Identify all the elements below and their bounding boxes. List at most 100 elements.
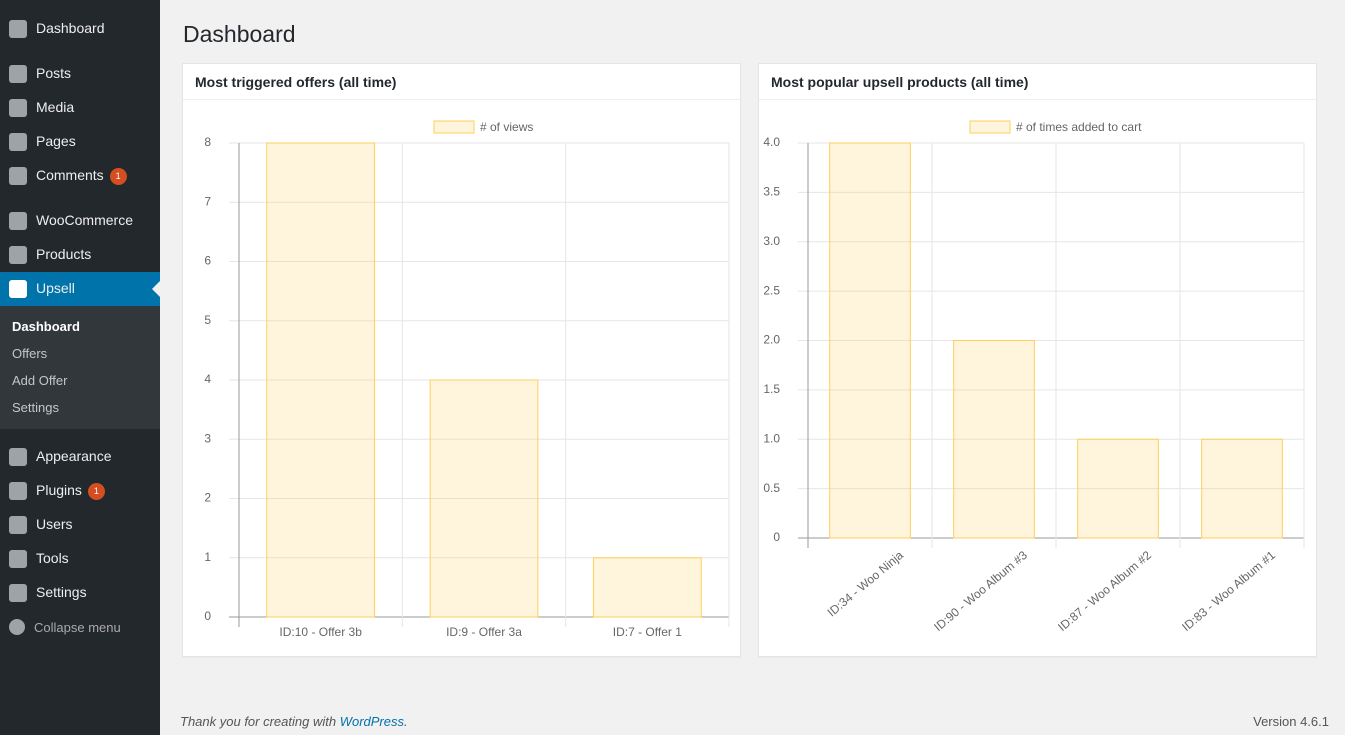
menu-label-text: Posts xyxy=(36,65,72,81)
x-tick-label: ID:83 - Woo Album #1 xyxy=(1179,548,1278,634)
bar xyxy=(953,340,1035,539)
legend-label: # of times added to cart xyxy=(1016,120,1142,134)
y-tick-label: 5 xyxy=(204,313,211,327)
x-tick-label: ID:10 - Offer 3b xyxy=(279,625,362,639)
menu-item[interactable]: Products xyxy=(0,238,160,272)
menu-icon xyxy=(9,65,27,83)
panel-title: Most popular upsell products (all time) xyxy=(759,64,1316,100)
footer-link[interactable]: WordPress xyxy=(339,714,404,729)
y-tick-label: 1.5 xyxy=(763,382,780,396)
x-tick-label: ID:87 - Woo Album #2 xyxy=(1055,548,1154,634)
menu-label-text: Plugins xyxy=(36,482,82,498)
menu-item[interactable]: Pages xyxy=(0,125,160,159)
x-tick-label: ID:90 - Woo Album #3 xyxy=(931,548,1030,634)
menu-item[interactable]: Plugins 1 xyxy=(0,474,160,508)
menu-item[interactable]: Appearance xyxy=(0,440,160,474)
menu-icon xyxy=(9,167,27,185)
menu-label-text: Tools xyxy=(36,550,69,566)
x-tick-label: ID:34 - Woo Ninja xyxy=(825,548,907,620)
menu-item[interactable]: Dashboard xyxy=(0,12,160,46)
y-tick-label: 3.5 xyxy=(763,185,780,199)
menu-item[interactable]: Users xyxy=(0,508,160,542)
y-tick-label: 2.0 xyxy=(763,333,780,347)
menu-label: Appearance xyxy=(36,448,112,464)
y-tick-label: 4.0 xyxy=(763,135,780,149)
y-tick-label: 3 xyxy=(204,431,211,445)
y-tick-label: 0.5 xyxy=(763,481,780,495)
menu-icon xyxy=(9,280,27,298)
bar xyxy=(592,557,702,618)
menu-item[interactable]: Posts xyxy=(0,57,160,91)
menu-label: Media xyxy=(36,99,74,115)
menu-icon xyxy=(9,246,27,264)
footer-thanks: Thank you for creating with xyxy=(180,714,337,729)
menu-icon xyxy=(9,482,27,500)
submenu-item[interactable]: Offers xyxy=(12,346,48,361)
footer-version: Version 4.6.1 xyxy=(1253,714,1329,729)
menu-label-text: Appearance xyxy=(36,448,112,464)
menu-label: Tools xyxy=(36,550,69,566)
menu-icon xyxy=(9,133,27,151)
menu-icon xyxy=(9,550,27,568)
admin-sidebar: Dashboard Offers Add Offer Settings Collaps… xyxy=(0,0,160,735)
menu-item[interactable]: Tools xyxy=(0,542,160,576)
bar xyxy=(266,142,376,618)
collapse-menu[interactable]: Collapse menu xyxy=(34,620,121,635)
menu-icon xyxy=(9,212,27,230)
bar xyxy=(429,379,539,618)
menu-icon xyxy=(9,584,27,602)
y-tick-label: 1.0 xyxy=(763,431,780,445)
y-tick-label: 8 xyxy=(204,135,211,149)
y-tick-label: 1 xyxy=(204,550,211,564)
y-tick-label: 0 xyxy=(773,530,780,544)
y-tick-label: 2.5 xyxy=(763,283,780,297)
menu-item[interactable]: Settings xyxy=(0,576,160,610)
menu-item[interactable]: Upsell xyxy=(0,272,160,306)
menu-label: Settings xyxy=(36,584,87,600)
panel-title: Most triggered offers (all time) xyxy=(183,64,740,100)
chart-panel: Most popular upsell products (all time) … xyxy=(758,63,1317,657)
menu-item[interactable]: WooCommerce xyxy=(0,204,160,238)
menu-label-text: Pages xyxy=(36,133,76,149)
legend-label: # of views xyxy=(480,120,533,134)
bar xyxy=(1201,438,1283,539)
menu-label: Comments 1 xyxy=(36,167,127,185)
y-tick-label: 0 xyxy=(204,609,211,623)
menu-label-text: Dashboard xyxy=(36,20,105,36)
submenu-item[interactable]: Dashboard xyxy=(12,319,80,334)
menu-label-text: Media xyxy=(36,99,75,115)
menu-item[interactable]: Media xyxy=(0,91,160,125)
menu-label: Products xyxy=(36,246,91,262)
legend-swatch xyxy=(433,120,475,134)
notification-badge: 1 xyxy=(109,168,127,185)
menu-label: Plugins 1 xyxy=(36,482,105,500)
menu-icon xyxy=(9,99,27,117)
menu-icon xyxy=(9,20,27,38)
submenu-item[interactable]: Add Offer xyxy=(12,373,68,388)
menu-label-text: Comments xyxy=(36,167,104,183)
bar xyxy=(1077,438,1159,539)
menu-label-text: Upsell xyxy=(36,280,75,296)
page-title: Dashboard xyxy=(183,21,296,47)
menu-item[interactable]: Comments 1 xyxy=(0,159,160,193)
y-tick-label: 4 xyxy=(204,372,211,386)
chart: 0 1 2 3 4 5 6 7 8 # of views ID:10 - Offer 3b ID:9 … xyxy=(204,120,730,639)
footer-text: Thank you for creating with WordPress. xyxy=(180,714,408,729)
collapse-icon[interactable] xyxy=(9,619,25,635)
menu-label: Pages xyxy=(36,133,76,149)
chart-panel: Most triggered offers (all time) 0 1 2 3 4 5 6… xyxy=(182,63,741,657)
menu-label: WooCommerce xyxy=(36,212,133,228)
menu-label: Posts xyxy=(36,65,71,81)
bar xyxy=(829,142,911,539)
menu-label: Users xyxy=(36,516,73,532)
menu-icon xyxy=(9,516,27,534)
legend-swatch xyxy=(969,120,1011,134)
chart: 0 0.5 1.0 1.5 2.0 2.5 3.0 3.5 4.0 # of times adde… xyxy=(763,120,1305,634)
y-tick-label: 6 xyxy=(204,254,211,268)
menu-label-text: Users xyxy=(36,516,73,532)
menu-label-text: Settings xyxy=(36,584,87,600)
submenu-item[interactable]: Settings xyxy=(12,400,59,415)
y-tick-label: 7 xyxy=(204,194,211,208)
y-tick-label: 2 xyxy=(204,491,211,505)
